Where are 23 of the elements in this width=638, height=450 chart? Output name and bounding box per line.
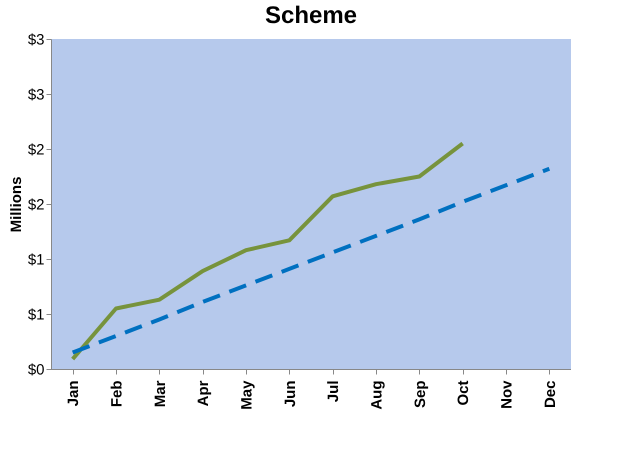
y-tick-label: $1 <box>28 252 44 268</box>
line-series <box>70 166 552 354</box>
y-tick-label: $3 <box>28 32 44 48</box>
x-tick-label: Nov <box>498 380 516 409</box>
x-tick-label: Jan <box>65 380 82 406</box>
y-axis-title: Millions <box>8 176 25 232</box>
x-tick-label: Mar <box>152 380 169 408</box>
y-tick-label: $3 <box>28 86 44 104</box>
x-tick-label: Dec <box>542 380 559 408</box>
y-tick-label: $2 <box>28 142 44 158</box>
x-tick-label: Sep <box>412 380 429 408</box>
y-tick-label: $2 <box>28 196 44 214</box>
x-tick-label: Jul <box>325 380 342 402</box>
x-tick-label: Feb <box>108 380 126 408</box>
y-tick-label: $1 <box>28 306 44 324</box>
x-tick-label: Oct <box>455 380 472 406</box>
x-tick-label: Jun <box>282 380 299 408</box>
x-tick-label: May <box>238 380 256 410</box>
y-tick-label: $0 <box>28 362 44 378</box>
x-tick-label: Apr <box>195 380 212 406</box>
x-tick-label: Aug <box>368 380 386 410</box>
chart-title: Scheme <box>264 2 358 29</box>
line-series <box>70 142 465 362</box>
